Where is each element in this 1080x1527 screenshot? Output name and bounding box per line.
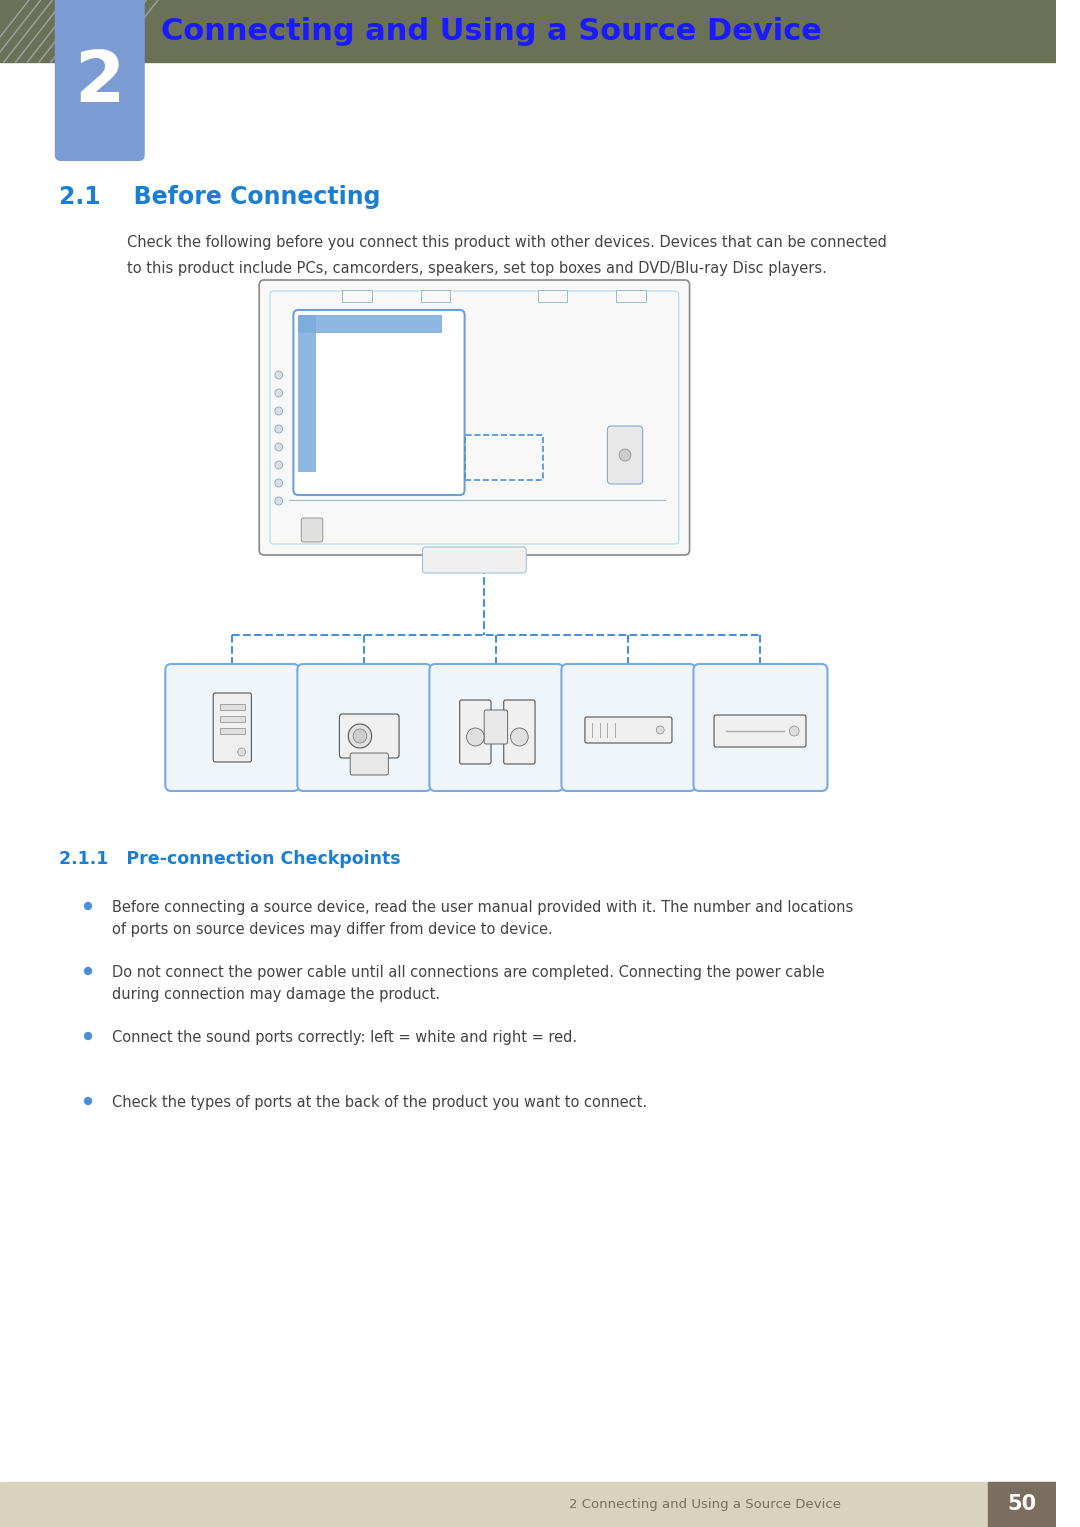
FancyBboxPatch shape [297,664,431,791]
FancyBboxPatch shape [484,710,508,744]
Circle shape [274,389,283,397]
FancyBboxPatch shape [607,426,643,484]
Circle shape [84,968,92,974]
Circle shape [619,449,631,461]
Text: to this product include PCs, camcorders, speakers, set top boxes and DVD/Blu-ray: to this product include PCs, camcorders,… [127,261,827,276]
Circle shape [274,408,283,415]
Circle shape [84,1098,92,1104]
Text: 2 Connecting and Using a Source Device: 2 Connecting and Using a Source Device [569,1498,841,1512]
Circle shape [657,725,664,734]
Circle shape [274,479,283,487]
FancyBboxPatch shape [460,699,491,764]
Bar [220,716,244,722]
Text: Connect the sound ports correctly: left = white and right = red.: Connect the sound ports correctly: left … [112,1031,578,1044]
Circle shape [348,724,372,748]
Bar [298,315,442,333]
Circle shape [467,728,484,747]
FancyBboxPatch shape [422,547,526,573]
Circle shape [274,461,283,469]
Circle shape [789,725,799,736]
Circle shape [274,371,283,379]
Text: Check the types of ports at the back of the product you want to connect.: Check the types of ports at the back of … [112,1095,648,1110]
Text: Before connecting a source device, read the user manual provided with it. The nu: Before connecting a source device, read … [112,899,853,936]
FancyBboxPatch shape [562,664,696,791]
Bar [538,290,567,302]
FancyBboxPatch shape [693,664,827,791]
Circle shape [511,728,528,747]
Bar [420,290,450,302]
FancyBboxPatch shape [503,699,535,764]
Bar [464,435,543,479]
FancyBboxPatch shape [55,0,145,160]
Circle shape [274,425,283,434]
Bar [0,0,1056,63]
Circle shape [238,748,245,756]
FancyBboxPatch shape [259,279,689,554]
Text: Check the following before you connect this product with other devices. Devices : Check the following before you connect t… [127,235,887,250]
Bar [220,704,244,710]
FancyBboxPatch shape [585,718,672,744]
Bar [220,728,244,734]
Text: 50: 50 [1008,1495,1037,1515]
Circle shape [84,1032,92,1040]
Text: 2.1.1   Pre-connection Checkpoints: 2.1.1 Pre-connection Checkpoints [58,851,401,867]
FancyBboxPatch shape [213,693,252,762]
Bar [617,290,646,302]
Text: 2: 2 [75,47,125,118]
FancyBboxPatch shape [294,310,464,495]
Bar [0,1483,1056,1527]
Circle shape [84,902,92,910]
FancyBboxPatch shape [350,753,389,776]
FancyBboxPatch shape [339,715,400,757]
FancyBboxPatch shape [165,664,299,791]
Bar [298,315,316,472]
Bar [988,1483,1056,1527]
Circle shape [274,443,283,450]
FancyBboxPatch shape [301,518,323,542]
Circle shape [353,728,367,744]
Bar [342,290,372,302]
FancyBboxPatch shape [430,664,564,791]
Circle shape [274,496,283,505]
Text: 2.1    Before Connecting: 2.1 Before Connecting [58,185,380,209]
Text: Do not connect the power cable until all connections are completed. Connecting t: Do not connect the power cable until all… [112,965,825,1002]
FancyBboxPatch shape [714,715,806,747]
Text: Connecting and Using a Source Device: Connecting and Using a Source Device [161,17,822,46]
